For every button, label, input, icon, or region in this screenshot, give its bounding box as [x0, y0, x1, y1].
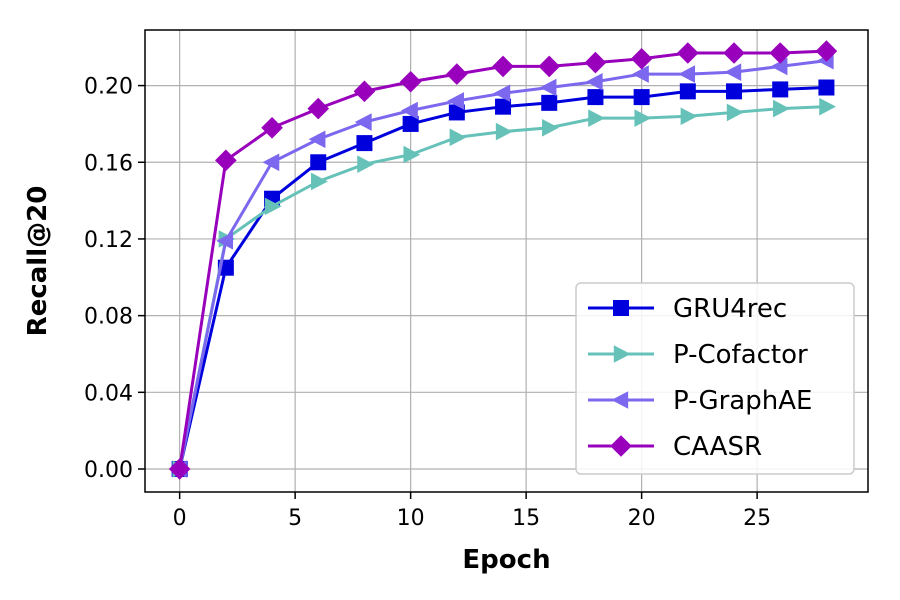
axis-ticks: 0 5 10 15 20 25 0.00 0.04 0.08 0.12 0.16 0.20: [84, 75, 771, 531]
data-point: [311, 172, 328, 191]
series-p-graphae: [170, 51, 834, 478]
data-point: [815, 40, 838, 62]
data-point: [492, 55, 514, 78]
data-point: [447, 92, 465, 110]
legend-marker: [610, 435, 632, 457]
data-point: [630, 47, 653, 70]
legend-entry: P-Cofactor: [588, 340, 808, 370]
data-point: [493, 84, 511, 103]
data-point: [634, 109, 652, 127]
legend-marker: [613, 345, 631, 363]
x-tick-label: 0: [173, 506, 187, 531]
data-point: [772, 81, 789, 98]
legend-entry: P-GraphAE: [588, 386, 812, 416]
data-point: [446, 63, 468, 85]
y-tick-label: 0.08: [84, 305, 133, 330]
data-point: [264, 197, 282, 216]
y-tick-label: 0.16: [84, 151, 133, 176]
data-point: [588, 109, 606, 127]
data-point: [680, 107, 698, 126]
data-point: [679, 83, 696, 100]
y-axis-title: Recall@20: [23, 186, 53, 337]
data-point: [216, 232, 234, 250]
data-point: [538, 55, 561, 78]
data-point: [401, 101, 418, 120]
legend-label: P-GraphAE: [673, 386, 812, 416]
data-point: [632, 65, 649, 83]
data-point: [495, 122, 513, 141]
x-tick-label: 5: [288, 506, 302, 531]
data-point: [818, 79, 835, 96]
data-point: [310, 154, 327, 171]
y-tick-label: 0.04: [84, 381, 133, 406]
data-point: [307, 97, 330, 120]
data-point: [585, 72, 603, 91]
series-layer: [168, 40, 838, 480]
data-point: [770, 57, 788, 76]
data-point: [539, 78, 557, 97]
legend-marker: [613, 300, 629, 316]
data-point: [308, 130, 326, 149]
legend: GRU4rec P-Cofactor P-GraphAE CAASR: [575, 282, 855, 475]
x-axis-title: Epoch: [462, 545, 550, 575]
series-caasr: [168, 40, 838, 480]
data-point: [168, 458, 191, 480]
data-point: [353, 80, 376, 103]
plot-frame: [144, 29, 869, 493]
y-tick-label: 0.12: [84, 228, 133, 253]
data-point: [403, 145, 421, 164]
x-tick-label: 25: [743, 506, 771, 531]
data-point: [677, 42, 699, 64]
legend-label: GRU4rec: [673, 294, 787, 324]
x-tick-label: 10: [397, 506, 425, 531]
data-point: [399, 70, 422, 93]
data-point: [726, 103, 744, 122]
data-point: [449, 128, 467, 147]
legend-entry: GRU4rec: [588, 294, 787, 324]
data-point: [678, 65, 696, 83]
data-point: [402, 115, 419, 132]
data-point: [448, 104, 465, 121]
data-point: [773, 99, 790, 118]
data-point: [769, 42, 792, 64]
y-tick-label: 0.20: [84, 75, 133, 100]
data-point: [541, 94, 558, 111]
x-tick-label: 15: [512, 506, 540, 531]
legend-label: CAASR: [673, 432, 762, 462]
data-point: [354, 113, 372, 131]
data-point: [261, 116, 283, 139]
data-point: [584, 51, 607, 74]
legend-box: [575, 282, 855, 475]
x-tick-label: 20: [628, 506, 656, 531]
data-point: [726, 83, 743, 100]
data-point: [262, 153, 280, 172]
legend-label: P-Cofactor: [673, 340, 808, 370]
data-point: [495, 98, 512, 115]
data-point: [357, 155, 375, 173]
data-point: [587, 89, 604, 106]
data-point: [724, 63, 742, 81]
legend-entry: CAASR: [588, 432, 762, 462]
data-point: [723, 42, 745, 64]
data-point: [215, 149, 237, 172]
data-point: [819, 97, 837, 116]
y-tick-label: 0.00: [84, 458, 133, 483]
data-point: [356, 135, 373, 152]
data-point: [633, 89, 650, 106]
legend-marker: [611, 391, 629, 409]
data-point: [542, 118, 559, 137]
